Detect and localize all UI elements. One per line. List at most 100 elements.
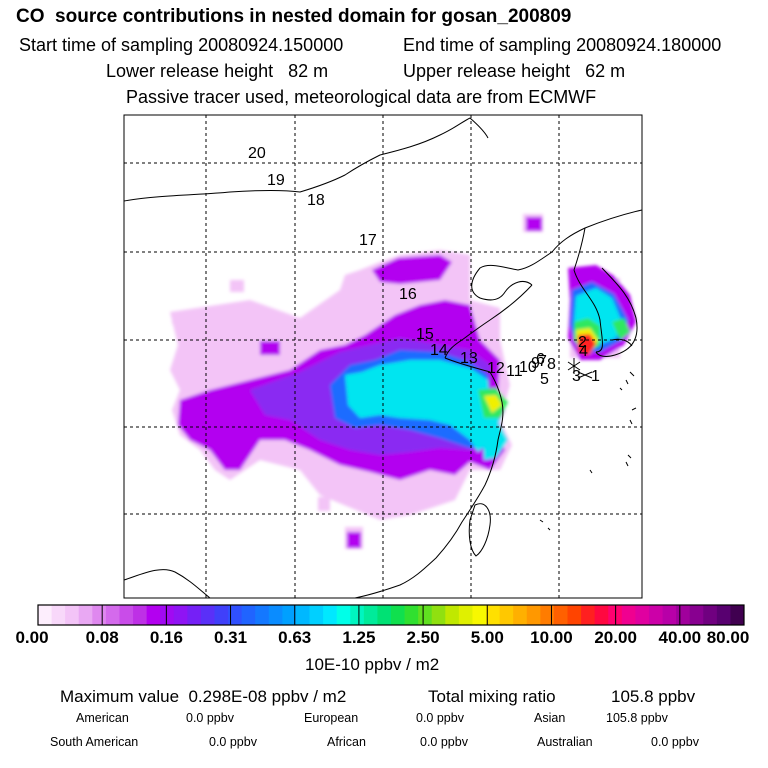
stat-american-value: 0.0 ppbv [186, 711, 234, 725]
colorbar-cell [173, 605, 188, 625]
trajectory-label-8: 8 [547, 356, 556, 373]
coastlines [124, 117, 642, 598]
colorbar-tick-label: 0.31 [213, 628, 248, 647]
stat-american-name: American [76, 711, 129, 725]
colorbar-tick-label: 0.00 [15, 628, 49, 647]
colorbar-cell [553, 605, 568, 625]
colorbar-cell [703, 605, 718, 625]
colorbar-cell [540, 605, 555, 625]
colorbar-cell [187, 605, 202, 625]
colorbar-cell [105, 605, 120, 625]
colorbar-cell [526, 605, 541, 625]
colorbar-cell [119, 605, 134, 625]
colorbar-cell [499, 605, 514, 625]
colorbar-tick-label: 1.25 [342, 628, 376, 647]
colorbar-tick-label: 10.00 [530, 628, 573, 647]
colorbar-cell [513, 605, 528, 625]
colorbar-cell [78, 605, 93, 625]
tracer-note: Passive tracer used, meteorological data… [126, 87, 597, 107]
plume-field [170, 214, 636, 549]
colorbar-cell [65, 605, 80, 625]
trajectory-label-6: 6 [536, 351, 545, 368]
colorbar-major-dividers [101, 605, 681, 625]
stat-australian-name: Australian [537, 735, 593, 749]
lat-lon-grid [124, 115, 642, 598]
colorbar-cell [228, 605, 243, 625]
trajectory-label-4: 4 [579, 343, 588, 360]
colorbar-unit-label: 10E-10 ppbv / m2 [305, 655, 440, 674]
figure-title: CO source contributions in nested domain… [16, 6, 572, 27]
map-frame [123, 114, 643, 599]
stat-south-american-name: South American [50, 735, 139, 749]
trajectory-label-7: 7 [538, 353, 547, 370]
stat-australian-value: 0.0 ppbv [651, 735, 699, 749]
trajectory-label-12: 12 [487, 360, 505, 377]
colorbar-cell [472, 605, 487, 625]
stat-asian-name: Asian [534, 711, 566, 725]
colorbar [37, 604, 745, 626]
colorbar-cell [214, 605, 229, 625]
trajectory-label-1: 1 [591, 368, 600, 385]
colorbar-cell [160, 605, 175, 625]
colorbar-tick-label: 40.00 [658, 628, 702, 647]
colorbar-frame [37, 604, 745, 626]
trajectory-label-15: 15 [416, 326, 434, 343]
colorbar-cell [309, 605, 324, 625]
source-contribution-map: 20 19 18 17 16 15 14 13 12 11 10 9 8 7 6… [123, 114, 643, 599]
colorbar-cell [458, 605, 473, 625]
colorbar-cell [594, 605, 609, 625]
colorbar-tick-label: 0.63 [278, 628, 312, 647]
stat-european-value: 0.0 ppbv [416, 711, 464, 725]
colorbar-cell [51, 605, 66, 625]
trajectory-label-17: 17 [359, 232, 377, 249]
upper-release-height-label: Upper release height 62 m [403, 61, 626, 81]
trajectory-label-19: 19 [267, 172, 285, 189]
colorbar-cell [133, 605, 148, 625]
colorbar-cell [92, 605, 107, 625]
total-mixing-ratio-value: 105.8 ppbv [611, 687, 696, 706]
colorbar-cell [268, 605, 283, 625]
colorbar-cell [404, 605, 419, 625]
start-time-label: Start time of sampling 20080924.150000 [19, 35, 344, 55]
colorbar-tick-label: 5.00 [470, 628, 504, 647]
stat-african-name: African [327, 735, 366, 749]
trajectory-label-3: 3 [572, 368, 581, 385]
trajectory-label-10: 10 [519, 359, 537, 376]
colorbar-cell [200, 605, 215, 625]
colorbar-cell [581, 605, 596, 625]
trajectory-label-9: 9 [531, 355, 540, 372]
colorbar-cell [676, 605, 691, 625]
stat-african-value: 0.0 ppbv [420, 735, 468, 749]
colorbar-cell [363, 605, 378, 625]
trajectory-labels: 20 19 18 17 16 15 14 13 12 11 10 9 8 7 6… [248, 145, 600, 388]
colorbar-tick-label: 0.16 [149, 628, 183, 647]
trajectory-label-16: 16 [399, 286, 417, 303]
stat-asian-value: 105.8 ppbv [606, 711, 668, 725]
release-point-markers [567, 358, 593, 379]
trajectory-label-14: 14 [430, 342, 448, 359]
colorbar-cell [689, 605, 704, 625]
end-time-label: End time of sampling 20080924.180000 [403, 35, 722, 55]
trajectory-label-5: 5 [540, 371, 549, 388]
colorbar-tick-label: 0.08 [85, 628, 119, 647]
colorbar-cell [431, 605, 446, 625]
colorbar-cell [336, 605, 351, 625]
trajectory-label-20: 20 [248, 145, 266, 162]
colorbar-cell [377, 605, 392, 625]
colorbar-cell [486, 605, 501, 625]
trajectory-label-18: 18 [307, 192, 325, 209]
colorbar-tick-label: 20.00 [594, 628, 637, 647]
colorbar-cell [350, 605, 365, 625]
colorbar-cell [662, 605, 677, 625]
colorbar-cell [146, 605, 161, 625]
colorbar-cell [648, 605, 663, 625]
total-mixing-ratio-label: Total mixing ratio [428, 687, 556, 706]
colorbar-cells [38, 605, 745, 625]
colorbar-cell [445, 605, 460, 625]
colorbar-cell [295, 605, 310, 625]
colorbar-cell [38, 605, 52, 625]
colorbar-cell [716, 605, 731, 625]
colorbar-cell [241, 605, 256, 625]
colorbar-cell [323, 605, 338, 625]
stat-south-american-value: 0.0 ppbv [209, 735, 257, 749]
